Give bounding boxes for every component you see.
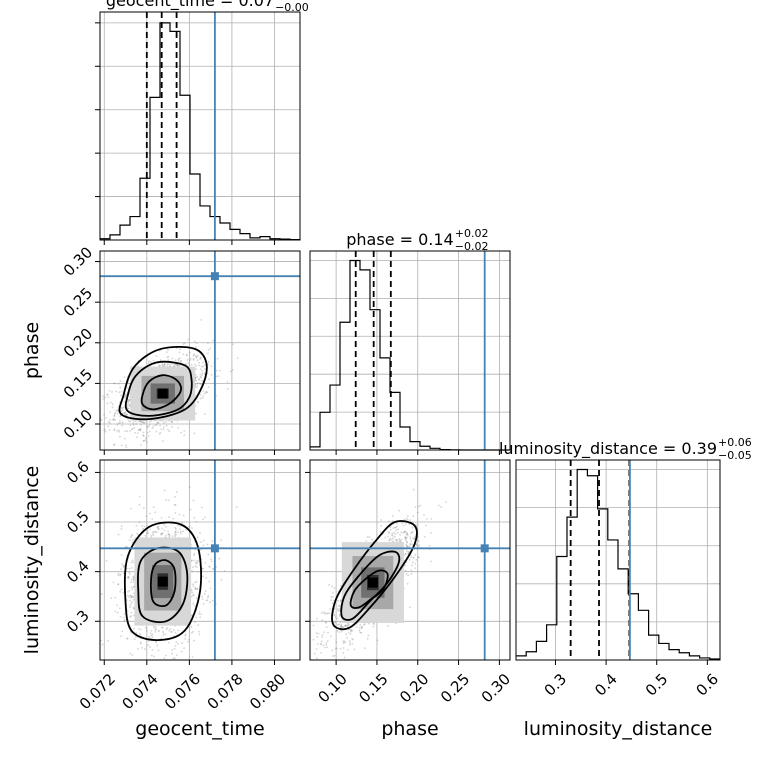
contour-phase-luminosity_distance-0 [349,569,389,609]
panel-title-sub-geocent_time: −0.00 [275,1,309,14]
density-phase-luminosity_distance [341,542,404,624]
contour-geocent_time-luminosity_distance-0 [150,559,177,608]
panel-title-text-phase: phase = 0.14 [346,230,453,249]
panel-title-sup-phase: +0.02 [455,227,489,240]
contour-geocent_time-phase-1 [124,360,193,417]
frame-layer [95,11,721,665]
panel-frame-phase [309,250,511,451]
histogram-geocent_time [100,22,300,241]
xtick-label-luminosity_distance-2: 0.5 [642,670,672,700]
panel-title-text-geocent_time: geocent_time = 0.07 [106,0,274,11]
xtick-label-geocent_time-2: 0.076 [161,670,204,713]
contour-geocent_time-phase-0 [140,374,183,411]
xtick-label-phase-1: 0.15 [355,670,391,706]
contour-phase-luminosity_distance-2 [331,520,418,631]
xtick-label-geocent_time-1: 0.074 [118,670,161,713]
yaxis-label-phase: phase [21,322,43,379]
ytick-label-phase-0: 0.10 [60,406,96,442]
contour-layer [118,345,418,642]
xaxis-label-phase: phase [381,718,438,740]
xtick-label-phase-3: 0.25 [437,670,473,706]
xtick-label-luminosity_distance-3: 0.6 [692,670,722,700]
ytick-label-phase-4: 0.30 [60,243,96,279]
truth-marker-geocent_time-luminosity_distance [210,544,219,553]
panel-title-sub-phase: −0.02 [455,240,489,253]
panel-frame-phase-luminosity_distance [309,459,511,661]
panel-frame-geocent_time-luminosity_distance [99,459,301,661]
ytick-label-phase-1: 0.15 [60,365,96,401]
xtick-label-geocent_time-3: 0.078 [204,670,247,713]
ytick-label-luminosity_distance-1: 0.4 [63,557,93,587]
ytick-label-luminosity_distance-0: 0.3 [63,606,93,636]
xaxis-label-luminosity_distance: luminosity_distance [524,718,713,740]
xtick-label-phase-2: 0.20 [396,670,432,706]
xtick-label-luminosity_distance-1: 0.4 [591,670,621,700]
panel-title-sup-geocent_time: +0.00 [275,0,309,1]
ytick-label-luminosity_distance-2: 0.5 [63,507,93,537]
histogram-phase [310,259,510,451]
contour-geocent_time-luminosity_distance-2 [123,521,203,642]
ytick-label-phase-3: 0.25 [60,284,96,320]
xtick-label-phase-0: 0.10 [315,670,351,706]
grid-layer [100,12,720,660]
xtick-label-phase-4: 0.30 [478,670,514,706]
xaxis-label-geocent_time: geocent_time [135,718,264,740]
xtick-label-geocent_time-0: 0.072 [76,670,119,713]
contour-geocent_time-luminosity_distance-1 [137,546,189,624]
truth-marker-geocent_time-phase [210,272,219,281]
panel-frame-geocent_time [99,11,301,241]
density-peak [157,576,168,587]
truth-layer [100,12,631,660]
contour-phase-luminosity_distance-1 [340,550,401,621]
xtick-label-luminosity_distance-0: 0.3 [541,670,571,700]
panel-title-geocent_time: geocent_time = 0.07+0.00−0.00 [106,0,309,14]
panel-frame-luminosity_distance [515,459,721,661]
panel-frame-geocent_time-phase [99,250,301,451]
panel-title-sub-luminosity_distance: −0.05 [718,449,752,462]
contour-geocent_time-phase-2 [118,345,208,421]
panel-title-text-luminosity_distance: luminosity_distance = 0.39 [499,439,717,459]
panel-title-sup-luminosity_distance: +0.06 [718,436,752,449]
ytick-label-luminosity_distance-3: 0.6 [63,458,93,488]
density-geocent_time-luminosity_distance [134,537,192,626]
panel-title-phase: phase = 0.14 +0.02−0.02 [346,227,488,253]
ytick-label-phase-2: 0.20 [60,325,96,361]
density-peak [157,388,168,399]
xtick-label-geocent_time-4: 0.080 [246,670,289,713]
density-peak [367,577,378,588]
panel-title-luminosity_distance: luminosity_distance = 0.39 +0.06−0.05 [499,436,752,462]
density-layer [130,366,404,626]
truth-marker-phase-luminosity_distance [480,544,489,553]
histogram-luminosity_distance [516,468,720,660]
yaxis-label-luminosity_distance: luminosity_distance [21,466,43,655]
